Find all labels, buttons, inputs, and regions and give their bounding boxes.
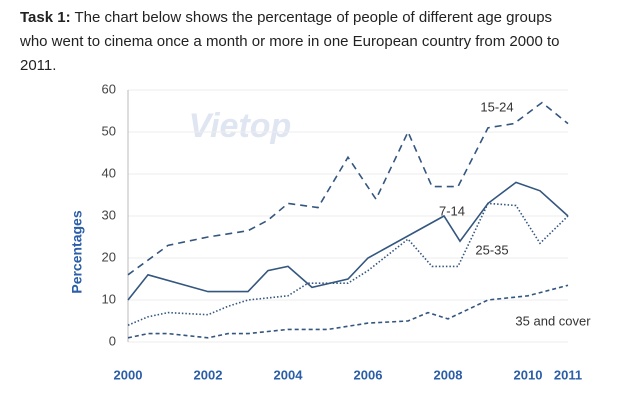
y-tick-label: 10 xyxy=(102,291,116,306)
series-label: 15-24 xyxy=(480,99,513,114)
x-tick-label: 2002 xyxy=(194,367,223,382)
series-line xyxy=(127,284,569,339)
y-tick-label: 30 xyxy=(102,207,116,222)
y-tick-label: 50 xyxy=(102,123,116,138)
y-axis-label: Percentages xyxy=(69,210,85,293)
watermark: Vietop xyxy=(189,107,292,145)
x-tick-label: 2008 xyxy=(434,367,463,382)
series-label: 35 and cover xyxy=(515,313,591,328)
y-tick-label: 40 xyxy=(102,165,116,180)
series-line xyxy=(127,202,569,326)
series-label: 7-14 xyxy=(439,203,465,218)
task-text: The chart below shows the percentage of … xyxy=(20,9,560,74)
series-line xyxy=(127,101,569,276)
task-prompt: Task 1: The chart below shows the percen… xyxy=(20,6,580,78)
y-tick-label: 20 xyxy=(102,249,116,264)
y-tick-label: 60 xyxy=(102,81,116,96)
x-tick-label: 2006 xyxy=(354,367,383,382)
x-tick-label: 2010 xyxy=(514,367,543,382)
series-line xyxy=(127,181,569,301)
y-tick-label: 0 xyxy=(109,333,116,348)
series-label: 25-35 xyxy=(475,242,508,257)
x-tick-label: 2011 xyxy=(554,367,582,382)
task-label: Task 1: xyxy=(20,9,71,26)
x-tick-label: 2000 xyxy=(114,367,143,382)
x-tick-label: 2004 xyxy=(274,367,304,382)
